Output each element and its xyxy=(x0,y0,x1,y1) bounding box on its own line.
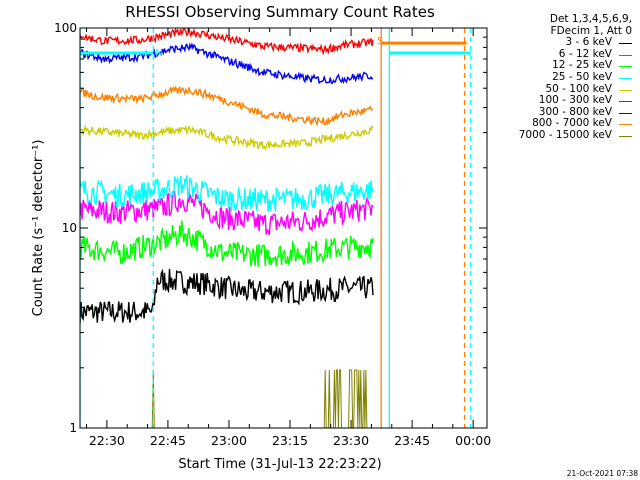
flag-marker-1: N xyxy=(155,48,162,59)
legend-swatch xyxy=(619,43,632,45)
legend-swatch xyxy=(619,77,632,79)
x-tick-label: 23:30 xyxy=(333,433,369,448)
legend-swatch xyxy=(619,54,632,56)
legend-item-5: 50 - 100 keV xyxy=(462,82,632,96)
x-tick-label: 23:00 xyxy=(211,433,247,448)
legend-item-label: 3 - 6 keV xyxy=(565,36,612,49)
legend-item-label: 6 - 12 keV xyxy=(558,47,612,60)
x-axis-label: Start Time (31-Jul-13 22:23:22) xyxy=(178,457,381,472)
legend-swatch xyxy=(619,112,632,114)
legend-item-8: 800 - 7000 keV xyxy=(462,118,632,130)
legend: Det 1,3,4,5,6,9, FDecim 1, Att 0 3 - 6 k… xyxy=(462,13,632,142)
legend-item-1: 3 - 6 keV xyxy=(462,36,632,49)
series-line-5 xyxy=(80,124,374,151)
legend-header-line-2: FDecim 1, Att 0 xyxy=(550,24,632,37)
legend-swatch xyxy=(619,66,632,68)
y-axis-label: Count Rate (s⁻¹ detector⁻¹) xyxy=(31,140,46,317)
series-line-9 xyxy=(80,369,373,428)
footer-stamp: 21-Oct-2021 07:38 xyxy=(566,469,638,478)
y-tick-label: 100 xyxy=(54,21,77,35)
legend-item-4: 25 - 50 keV xyxy=(462,70,632,84)
legend-item-label: 50 - 100 keV xyxy=(545,82,612,95)
x-tick-label: 00:00 xyxy=(455,433,491,448)
legend-item-9: 7000 - 15000 keV xyxy=(462,128,632,142)
y-tick-label: 1 xyxy=(69,421,77,435)
x-tick-label: 23:15 xyxy=(272,433,308,448)
series-line-1 xyxy=(80,268,374,325)
series-line-4 xyxy=(80,175,374,212)
legend-header-line-1: Det 1,3,4,5,6,9, xyxy=(549,13,632,25)
legend-item-2: 6 - 12 keV xyxy=(462,47,632,61)
legend-swatch xyxy=(619,124,632,126)
plot-frame xyxy=(79,27,488,429)
x-tick-label: 23:45 xyxy=(394,433,430,448)
y-tick-label: 10 xyxy=(62,221,77,235)
legend-item-label: 100 - 300 keV xyxy=(538,94,612,107)
x-tick-label: 22:30 xyxy=(89,433,125,448)
flag-marker-2: S xyxy=(377,36,383,47)
legend-item-label: 25 - 50 keV xyxy=(552,70,612,83)
series-line-3 xyxy=(80,220,374,267)
legend-item-label: 300 - 800 keV xyxy=(538,105,612,118)
legend-swatch xyxy=(619,135,632,137)
legend-item-label: 7000 - 15000 keV xyxy=(518,128,612,141)
legend-item-label: 12 - 25 keV xyxy=(552,59,612,72)
legend-item-label: 800 - 7000 keV xyxy=(532,117,612,130)
series-line-2 xyxy=(80,190,374,235)
legend-swatch xyxy=(619,89,632,91)
series-line-7 xyxy=(80,42,374,85)
chart-title: RHESSI Observing Summary Count Rates xyxy=(125,3,435,21)
legend-item-6: 100 - 300 keV xyxy=(462,94,632,107)
legend-item-7: 300 - 800 keV xyxy=(462,105,632,119)
series-line-6 xyxy=(80,28,374,56)
series-line-8 xyxy=(80,85,374,127)
x-tick-label: 22:45 xyxy=(150,433,186,448)
legend-swatch xyxy=(619,101,632,103)
legend-item-3: 12 - 25 keV xyxy=(462,60,632,72)
